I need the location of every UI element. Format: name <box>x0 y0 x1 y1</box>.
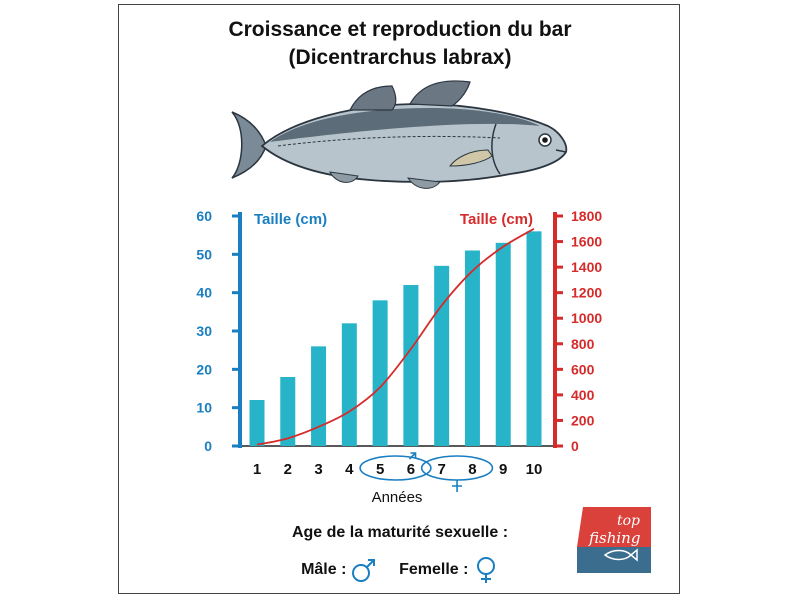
left-tick-label-40: 40 <box>196 285 212 301</box>
x-tick-label-3: 3 <box>314 461 322 478</box>
bar-4 <box>341 323 357 446</box>
left-tick-label-30: 30 <box>196 323 212 339</box>
right-tick-label-1800: 1800 <box>571 208 602 224</box>
fish-icon <box>231 80 568 189</box>
left-tick-label-20: 20 <box>196 361 212 377</box>
male-marker-icon <box>408 452 417 460</box>
bar-3 <box>311 346 327 446</box>
figure-frame <box>118 4 680 594</box>
male-label: Mâle : <box>301 561 347 579</box>
bar-9 <box>495 242 511 446</box>
left-tick-label-50: 50 <box>196 246 212 262</box>
maturity-ellipse-female <box>420 455 494 481</box>
right-tick-label-1000: 1000 <box>571 310 602 326</box>
bar-6 <box>403 285 419 446</box>
right-tick-label-1600: 1600 <box>571 234 602 250</box>
female-marker-icon <box>452 480 463 492</box>
left-tick-label-60: 60 <box>196 208 212 224</box>
size-curve-line <box>256 227 535 446</box>
male-symbol-icon <box>351 559 375 582</box>
maturity-legend: Mâle : Femelle : <box>0 556 800 584</box>
bar-2 <box>280 377 296 446</box>
chart-title: Croissance et reproduction du bar <box>228 18 572 41</box>
logo-fish-icon <box>603 548 638 562</box>
right-tick-label-1400: 1400 <box>571 259 602 275</box>
right-tick-label-400: 400 <box>571 387 595 403</box>
x-tick-label-6: 6 <box>407 461 415 478</box>
left-axis-label: Taille (cm) <box>254 211 327 228</box>
x-tick-label-2: 2 <box>284 461 292 478</box>
bar-7 <box>434 265 450 446</box>
x-tick-label-5: 5 <box>376 461 384 478</box>
left-tick-label-0: 0 <box>204 438 212 454</box>
maturity-ellipse-male <box>359 455 432 481</box>
maturity-title: Age de la maturité sexuelle : <box>291 524 509 541</box>
right-tick-label-1200: 1200 <box>571 285 602 301</box>
x-axis-label: Années <box>372 489 423 506</box>
x-tick-label-7: 7 <box>437 461 445 478</box>
right-tick-label-0: 0 <box>571 438 579 454</box>
x-tick-label-4: 4 <box>345 461 354 478</box>
bar-10 <box>526 231 542 446</box>
logo-text-fishing: fishing <box>588 529 640 547</box>
x-tick-label-9: 9 <box>499 461 507 478</box>
right-tick-label-600: 600 <box>571 361 595 377</box>
x-tick-label-8: 8 <box>468 461 476 478</box>
right-tick-label-200: 200 <box>571 412 595 428</box>
logo-text-top: top <box>617 513 640 529</box>
x-tick-label-10: 10 <box>526 461 543 478</box>
x-tick-label-1: 1 <box>253 461 261 478</box>
bar-5 <box>372 300 388 446</box>
female-label: Femelle : <box>399 561 469 579</box>
chart-subtitle: (Dicentrarchus labrax) <box>288 46 512 69</box>
bar-8 <box>464 250 480 446</box>
female-symbol-icon <box>476 557 495 583</box>
top-fishing-logo: top fishing <box>577 507 651 573</box>
bar-1 <box>249 400 265 446</box>
right-axis-label: Taille (cm) <box>460 211 533 228</box>
left-tick-label-10: 10 <box>196 400 212 416</box>
right-tick-label-800: 800 <box>571 336 595 352</box>
